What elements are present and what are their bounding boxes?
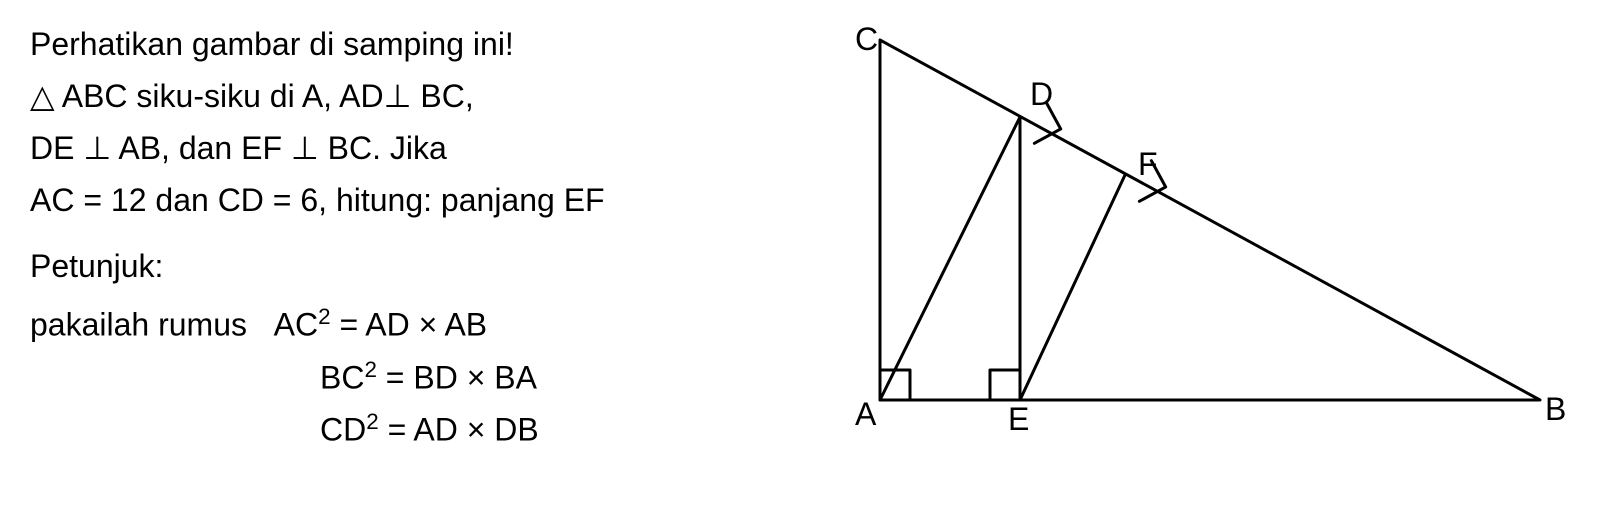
diagram: A B C D E F — [820, 20, 1580, 458]
right-angle-e — [990, 370, 1020, 400]
hint-label: Petunjuk: — [30, 242, 780, 290]
f2-exp: 2 — [364, 357, 376, 382]
formula-row-1: pakailah rumus AC2 = AD × AB — [30, 300, 780, 349]
f1-rhs: = AD × AB — [331, 307, 488, 343]
triangle-diagram: A B C D E F — [820, 20, 1580, 440]
line3-c: BC. Jika — [319, 130, 447, 166]
formula-row-2: BC2 = BD × BA — [320, 353, 780, 402]
line-2: △ ABC siku-siku di A, AD⊥ BC, — [30, 72, 780, 120]
line3-b: AB, dan EF — [111, 130, 291, 166]
label-f: F — [1138, 146, 1158, 182]
line-3: DE ⊥ AB, dan EF ⊥ BC. Jika — [30, 124, 780, 172]
perp-symbol-3: ⊥ — [291, 130, 319, 166]
problem-text: Perhatikan gambar di samping ini! △ ABC … — [30, 20, 780, 458]
f1-lhs: AC — [274, 307, 318, 343]
triangle-abc — [880, 40, 1540, 400]
f3-exp: 2 — [366, 409, 378, 434]
line2-a: △ ABC siku-siku di A, AD — [30, 78, 384, 114]
f3-rhs: = AD × DB — [379, 412, 539, 448]
line-1: Perhatikan gambar di samping ini! — [30, 20, 780, 68]
line2-b: BC, — [412, 78, 474, 114]
right-angle-a — [880, 370, 910, 400]
formula-row-3: CD2 = AD × DB — [320, 405, 780, 454]
label-a: A — [855, 396, 877, 432]
f3-lhs: CD — [320, 412, 366, 448]
line3-a: DE — [30, 130, 83, 166]
content-row: Perhatikan gambar di samping ini! △ ABC … — [30, 20, 1580, 458]
f2-lhs: BC — [320, 359, 364, 395]
perp-symbol-2: ⊥ — [83, 130, 111, 166]
hint-prefix: pakailah rumus — [30, 307, 247, 343]
line-4: AC = 12 dan CD = 6, hitung: panjang EF — [30, 176, 780, 224]
f1-exp: 2 — [318, 304, 330, 329]
perp-symbol-1: ⊥ — [384, 78, 412, 114]
label-d: D — [1030, 76, 1053, 112]
label-b: B — [1545, 391, 1566, 427]
segment-ef — [1020, 175, 1125, 400]
label-c: C — [855, 21, 878, 57]
label-e: E — [1008, 401, 1029, 437]
segment-ad — [880, 117, 1020, 400]
f2-rhs: = BD × BA — [377, 359, 537, 395]
